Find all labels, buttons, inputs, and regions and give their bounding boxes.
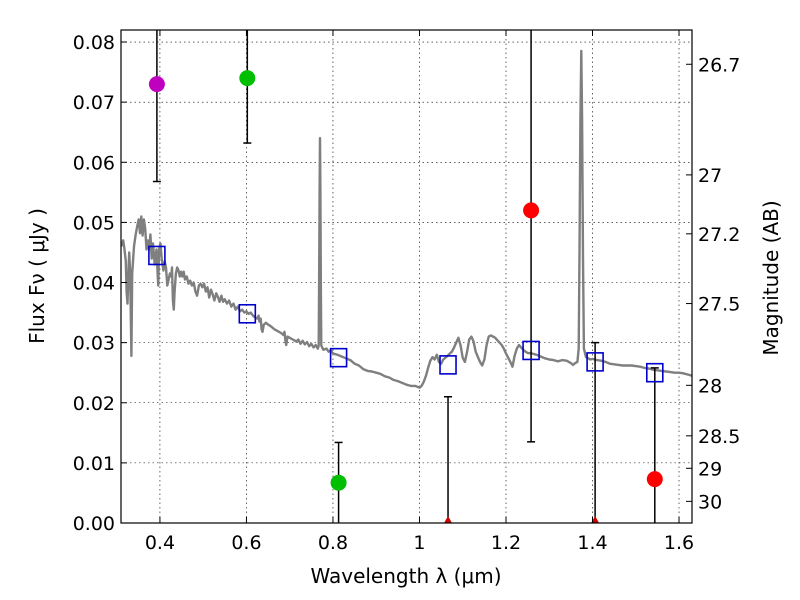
- right-tick-label: 27: [698, 165, 722, 187]
- model-photometry-square: [645, 362, 664, 383]
- y-tick-label: 0.03: [73, 333, 115, 355]
- axis-ticks: 0.4 0.6 0.8 1 1.2 1.4 1.6 0.00 0.01 0.02 0.03 0.04 0…: [73, 30, 740, 554]
- model-photometry-square: [329, 347, 348, 368]
- model-photometry-square: [586, 352, 604, 372]
- y-tick-label: 0.07: [73, 92, 115, 114]
- plot-frame: [120, 29, 693, 524]
- x-tick-label: 1.4: [577, 532, 607, 554]
- observed-point: [646, 471, 663, 488]
- y-axis-right-label: Magnitude (AB): [759, 200, 783, 355]
- right-tick-label: 29: [698, 458, 722, 480]
- x-tick-label: 1.6: [664, 532, 694, 554]
- observed-point: [523, 202, 540, 219]
- y-tick-label: 0.06: [73, 152, 115, 174]
- y-tick-label: 0.08: [73, 32, 115, 54]
- x-tick-label: 0.6: [231, 532, 261, 554]
- model-photometry: [148, 245, 664, 383]
- y-axis-label: Flux Fν ( μJy ): [25, 208, 49, 344]
- observed-point: [239, 70, 256, 87]
- observed-point: [148, 76, 165, 93]
- right-tick-label: 30: [698, 491, 722, 513]
- right-tick-label: 27.2: [698, 224, 740, 246]
- right-tick-label: 26.7: [698, 54, 740, 76]
- y-tick-label: 0.02: [73, 393, 115, 415]
- spectrum-line: [121, 49, 692, 389]
- x-tick-label: 0.8: [318, 532, 348, 554]
- grid: [121, 30, 692, 524]
- observed-point: [330, 474, 347, 491]
- y-tick-label: 0.00: [73, 513, 115, 535]
- y-tick-label: 0.01: [73, 453, 115, 475]
- right-tick-label: 27.5: [698, 294, 740, 316]
- right-tick-label: 28.5: [698, 426, 740, 448]
- x-tick-label: 1.2: [491, 532, 521, 554]
- model-photometry-square: [148, 245, 166, 266]
- model-photometry-square: [522, 340, 540, 361]
- observed-photometry: [148, 70, 663, 523]
- x-tick-label: 0.4: [145, 532, 175, 554]
- x-axis-label: Wavelength λ (μm): [310, 564, 501, 588]
- observed-point-limit: [444, 516, 453, 523]
- y-tick-label: 0.04: [73, 273, 115, 295]
- x-tick-label: 1: [413, 532, 425, 554]
- model-photometry-square: [439, 355, 457, 375]
- model-spectrum: [121, 49, 692, 389]
- y-tick-label: 0.05: [73, 212, 115, 234]
- right-tick-label: 28: [698, 375, 722, 397]
- error-bars: [152, 30, 659, 523]
- model-photometry-square: [238, 303, 257, 324]
- observed-point-limit: [591, 516, 600, 523]
